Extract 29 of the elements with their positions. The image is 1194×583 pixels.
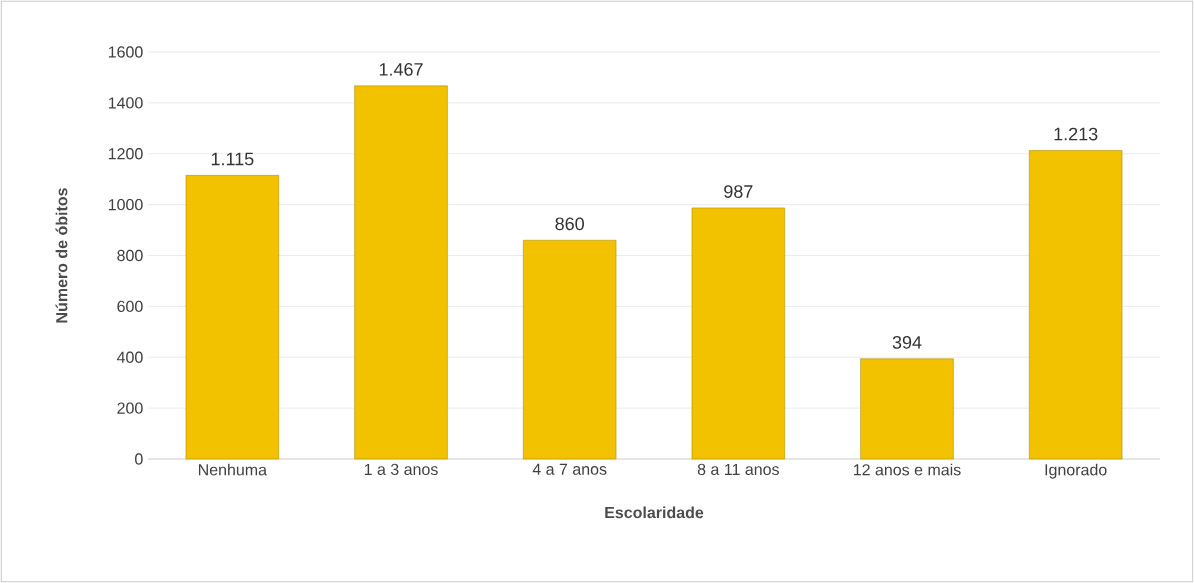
- y-axis-title: Número de óbitos: [55, 188, 68, 323]
- bar: [691, 207, 785, 460]
- bar: [523, 239, 617, 460]
- y-tick-label: 1600: [108, 46, 143, 58]
- y-tick-label: 200: [117, 402, 143, 414]
- x-tick-label: Nenhuma: [198, 463, 267, 476]
- data-label: 394: [892, 335, 922, 349]
- x-tick-label: 8 a 11 anos: [697, 463, 779, 476]
- data-label: 1.213: [1054, 127, 1098, 141]
- y-tick-label: 1000: [108, 198, 143, 211]
- data-label: 1.115: [211, 152, 254, 166]
- bar: [1029, 150, 1123, 460]
- data-label: 1.467: [379, 63, 423, 76]
- bar: [185, 175, 279, 460]
- x-axis-title: Escolaridade: [605, 506, 704, 519]
- bar: [354, 85, 448, 460]
- x-tick-label: 1 a 3 anos: [364, 463, 438, 476]
- y-tick-label: 1400: [108, 97, 143, 109]
- y-tick-label: 800: [117, 249, 143, 262]
- data-label: 987: [724, 185, 753, 198]
- x-tick-label: Ignorado: [1045, 463, 1107, 479]
- data-label: 860: [555, 217, 584, 231]
- y-tick-label: 1200: [108, 148, 143, 160]
- x-tick-label: 4 a 7 anos: [532, 463, 607, 475]
- x-tick-label: 12 anos e mais: [853, 463, 961, 476]
- y-tick-label: 0: [135, 453, 143, 465]
- y-tick-label: 600: [117, 300, 143, 313]
- bar: [860, 358, 954, 460]
- y-tick-label: 400: [116, 351, 143, 363]
